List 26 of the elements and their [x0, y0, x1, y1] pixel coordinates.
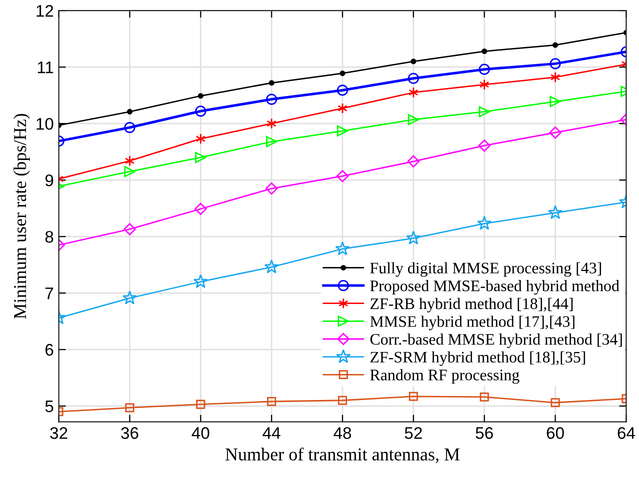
legend-label: MMSE hybrid method [17],[43]	[370, 316, 574, 330]
x-tick-label: 44	[262, 427, 280, 439]
x-tick-label: 32	[50, 427, 68, 439]
legend-label: ZF-RB hybrid method [18],[44]	[370, 298, 573, 312]
x-tick-label: 56	[476, 427, 493, 439]
y-tick-label: 9	[45, 174, 54, 186]
x-tick-label: 48	[334, 427, 352, 439]
y-tick-label: 10	[36, 118, 54, 130]
y-axis-title: Minimum user rate (bps/Hz)	[13, 114, 30, 319]
x-tick-label: 36	[121, 427, 138, 439]
legend-label: Random RF processing	[370, 369, 520, 384]
legend-label: Proposed MMSE-based hybrid method	[370, 280, 620, 295]
legend-label: Corr.-based MMSE hybrid method [34]	[370, 334, 622, 348]
x-axis-title: Number of transmit antennas, M	[225, 448, 460, 464]
y-tick-label: 5	[45, 400, 54, 412]
x-tick-label: 64	[618, 427, 635, 439]
x-tick-label: 52	[404, 427, 422, 439]
y-tick-label: 7	[46, 288, 54, 300]
y-tick-label: 12	[36, 4, 54, 17]
legend-label: Fully digital MMSE processing [43]	[370, 262, 602, 277]
x-tick-label: 60	[546, 427, 564, 439]
x-tick-label: 40	[192, 427, 210, 439]
y-tick-label: 8	[45, 230, 54, 243]
y-tick-label: 6	[46, 344, 54, 356]
legend-label: ZF-SRM hybrid method [18],[35]	[370, 351, 586, 366]
y-tick-label: 11	[38, 62, 54, 74]
